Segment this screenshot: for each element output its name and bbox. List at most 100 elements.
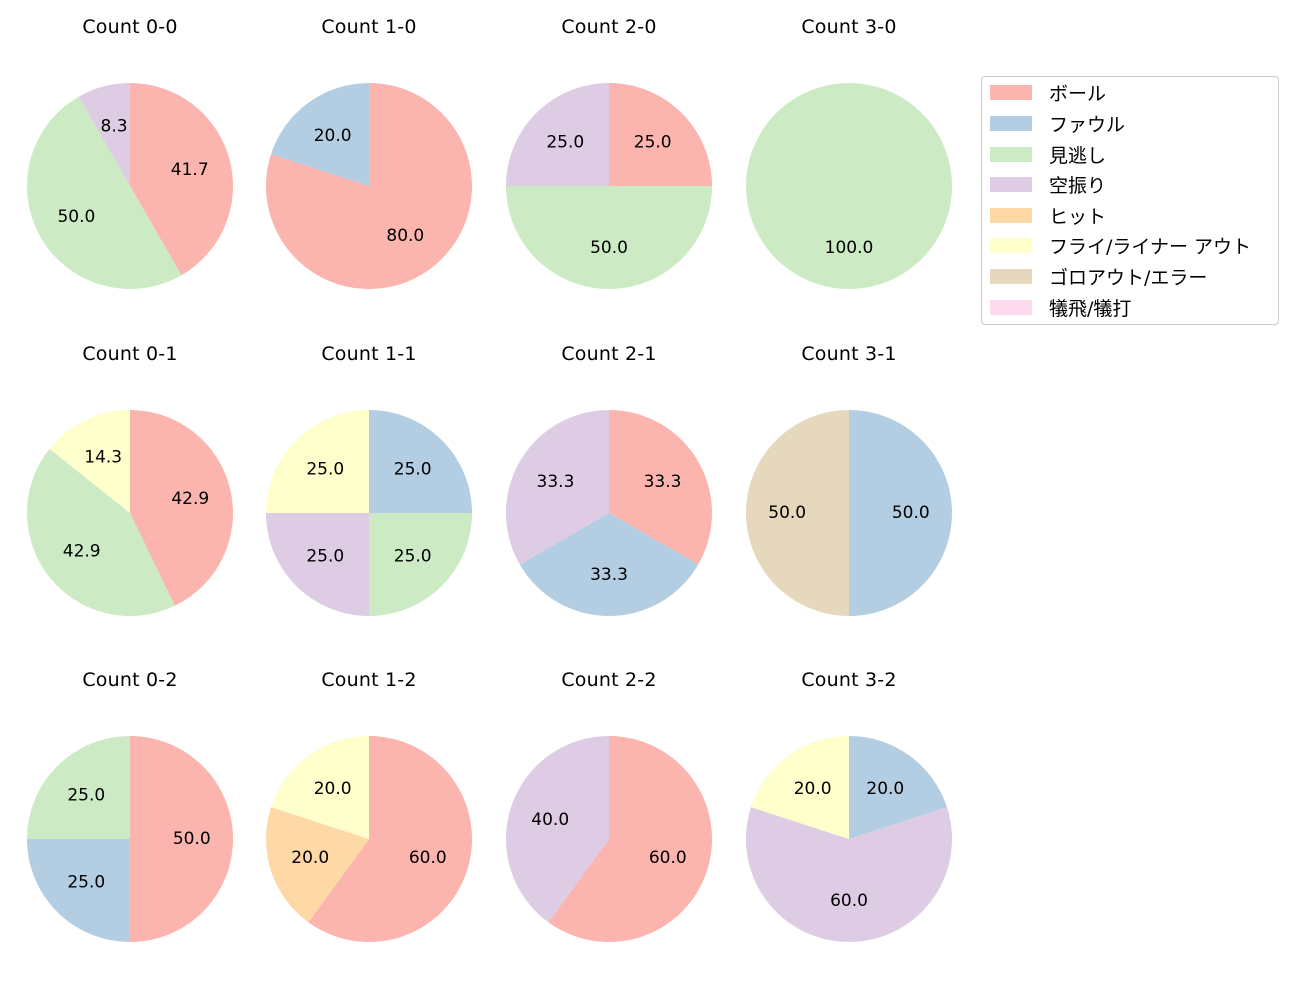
slice-label: 20.0 [794, 779, 832, 799]
pie-title: Count 1-0 [321, 16, 417, 38]
slice-label: 20.0 [866, 779, 904, 799]
pie-slice [506, 736, 609, 923]
slice-label: 60.0 [649, 848, 687, 868]
legend-swatch [990, 207, 1032, 223]
legend-item-ground-out-error: ゴロアウト/エラー [990, 264, 1208, 289]
pie-chart: 25.0 25.0 25.0 25.0 [266, 410, 472, 616]
pie-slice [271, 83, 369, 186]
legend-swatch [990, 237, 1032, 253]
pie-slice [49, 410, 130, 513]
pie-slice [849, 410, 952, 616]
slice-label: 25.0 [546, 132, 584, 152]
slice-label: 25.0 [394, 459, 432, 479]
legend-swatch [990, 115, 1032, 131]
pie-slice [130, 83, 234, 276]
pie-title: Count 2-2 [561, 669, 657, 691]
slice-label: 20.0 [314, 779, 352, 799]
pie-slice [369, 513, 472, 616]
slice-label: 25.0 [67, 785, 105, 805]
slice-label: 14.3 [84, 447, 122, 467]
slice-label: 80.0 [386, 226, 424, 246]
pie-slice [751, 736, 849, 839]
pie-panel: Count 0-0 41.7 50.0 8.3 [10, 0, 250, 320]
legend-item-ball: ボール [990, 80, 1107, 105]
legend-label: 犠飛/犠打 [1049, 297, 1132, 320]
legend-swatch [990, 299, 1032, 315]
pie-panel: Count 0-1 42.9 42.9 14.3 [10, 327, 250, 647]
slice-label: 50.0 [892, 503, 930, 523]
pie-slice [609, 410, 712, 565]
slice-label: 42.9 [171, 489, 209, 509]
slice-label: 25.0 [67, 873, 105, 893]
pie-title: Count 3-1 [801, 343, 897, 365]
slice-label: 50.0 [57, 207, 95, 227]
pie-chart: 25.0 50.0 25.0 [506, 83, 712, 289]
slice-label: 8.3 [101, 116, 128, 136]
pie-chart: 42.9 42.9 14.3 [26, 410, 234, 616]
pie-slice [266, 513, 369, 616]
pie-slice [746, 83, 952, 289]
slice-label: 50.0 [768, 503, 806, 523]
legend-label: 空振り [1049, 174, 1107, 197]
slice-label: 33.3 [590, 565, 628, 585]
legend-swatch [990, 268, 1032, 284]
pie-slice [130, 736, 233, 942]
pie-panel: Count 1-1 25.0 25.0 25.0 25.0 [249, 327, 489, 647]
pie-panel: Count 3-2 20.0 60.0 20.0 [729, 653, 969, 973]
legend-swatch [990, 146, 1032, 162]
pie-chart: 41.7 50.0 8.3 [27, 83, 234, 290]
pie-title: Count 1-1 [321, 343, 417, 365]
legend: ボール ファウル 見逃し 空振り ヒット フライ/ライナー アウト ゴロアウト/… [981, 76, 1279, 325]
legend-item-swinging-strike: 空振り [990, 172, 1107, 197]
slice-label: 25.0 [306, 459, 344, 479]
pie-slice [271, 736, 369, 839]
pie-title: Count 2-0 [561, 16, 657, 38]
pie-chart: 100.0 [746, 83, 952, 289]
pie-slice [746, 807, 952, 942]
legend-item-called-strike: 見逃し [990, 142, 1107, 167]
legend-label: ファウル [1049, 113, 1126, 136]
pie-chart: 50.0 25.0 25.0 [27, 736, 233, 942]
pie-panel: Count 0-2 50.0 25.0 25.0 [10, 653, 250, 973]
pie-chart: 50.0 50.0 [746, 410, 952, 616]
pie-slice [746, 410, 849, 616]
slice-label: 20.0 [314, 126, 352, 146]
slice-label: 33.3 [644, 472, 682, 492]
legend-label: ヒット [1049, 205, 1107, 228]
pie-panel: Count 2-0 25.0 50.0 25.0 [489, 0, 729, 320]
pie-panel: Count 2-1 33.3 33.3 33.3 [489, 327, 729, 647]
pie-panel: Count 1-0 80.0 20.0 [249, 0, 489, 320]
pie-slice [506, 83, 609, 186]
slice-label: 41.7 [171, 160, 209, 180]
legend-label: ボール [1049, 82, 1107, 105]
pie-slice [26, 448, 175, 616]
pie-slice [506, 186, 712, 289]
legend-label: 見逃し [1049, 144, 1107, 167]
pie-title: Count 2-1 [561, 343, 657, 365]
pie-slice [27, 736, 130, 839]
slice-label: 60.0 [409, 848, 447, 868]
pie-chart: 33.3 33.3 33.3 [506, 410, 712, 616]
slice-label: 50.0 [173, 829, 211, 849]
slice-label: 25.0 [634, 132, 672, 152]
pie-slice [308, 736, 472, 942]
pie-panel: Count 2-2 60.0 40.0 [489, 653, 729, 973]
pie-slice [27, 96, 182, 290]
slice-label: 25.0 [306, 547, 344, 567]
legend-label: フライ/ライナー アウト [1049, 235, 1252, 258]
pie-chart: 20.0 60.0 20.0 [746, 736, 952, 942]
pie-title: Count 0-2 [82, 669, 178, 691]
pie-slice [609, 83, 712, 186]
pie-title: Count 3-0 [801, 16, 897, 38]
slice-label: 40.0 [531, 810, 569, 830]
pie-slice [548, 736, 712, 942]
legend-label: ゴロアウト/エラー [1049, 266, 1208, 289]
legend-item-hit: ヒット [990, 203, 1107, 228]
slice-label: 50.0 [590, 238, 628, 258]
pie-slice [130, 410, 234, 606]
pie-slice [78, 83, 130, 186]
legend-swatch [990, 84, 1032, 100]
pie-chart: 60.0 20.0 20.0 [266, 736, 472, 942]
slice-label: 42.9 [63, 542, 101, 562]
pie-slice [849, 736, 947, 839]
